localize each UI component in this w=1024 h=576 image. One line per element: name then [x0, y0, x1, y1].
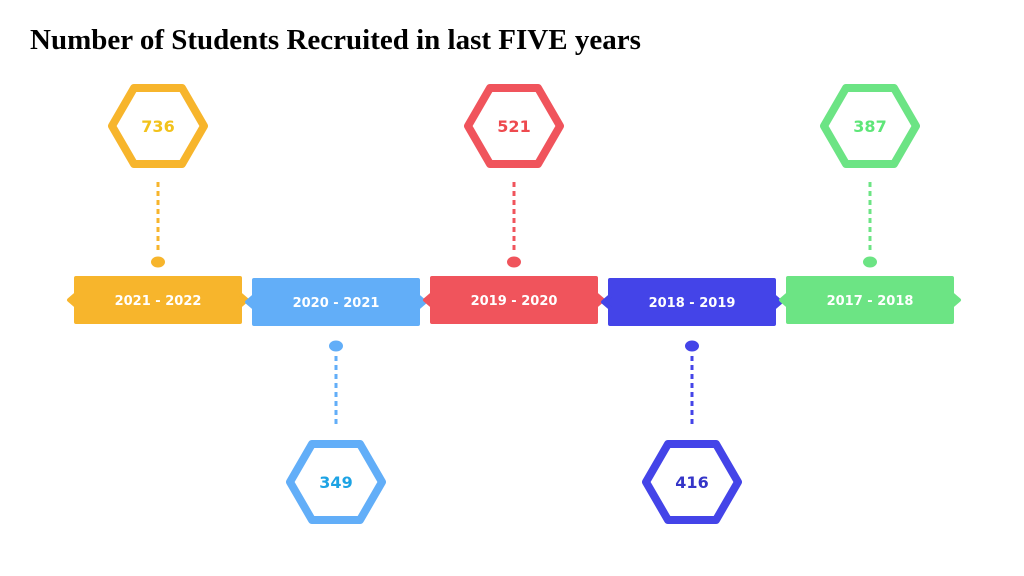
page-title: Number of Students Recruited in last FIV…: [30, 24, 641, 56]
period-label: 2018 - 2019: [649, 296, 736, 311]
timeline-segment: [245, 278, 427, 326]
period-label: 2020 - 2021: [293, 296, 380, 311]
connector-dot: [151, 256, 165, 268]
value-hexagon: [108, 84, 208, 168]
period-label: 2017 - 2018: [827, 294, 914, 309]
value-hexagon: [286, 440, 386, 524]
student-count: 416: [675, 473, 708, 492]
connector-dot: [685, 340, 699, 352]
connector-dot: [507, 256, 521, 268]
value-hexagon: [820, 84, 920, 168]
student-count: 521: [497, 117, 530, 136]
connector-dot: [863, 256, 877, 268]
timeline-segment: [601, 278, 783, 326]
connector-dot: [329, 340, 343, 352]
student-count: 387: [853, 117, 886, 136]
period-label: 2019 - 2020: [471, 294, 558, 309]
period-label: 2021 - 2022: [115, 294, 202, 309]
value-hexagon: [464, 84, 564, 168]
student-count: 349: [319, 473, 352, 492]
value-hexagon: [642, 440, 742, 524]
timeline-segment: [779, 276, 961, 324]
student-count: 736: [141, 117, 174, 136]
timeline-segment: [67, 276, 249, 324]
timeline-segment: [423, 276, 605, 324]
